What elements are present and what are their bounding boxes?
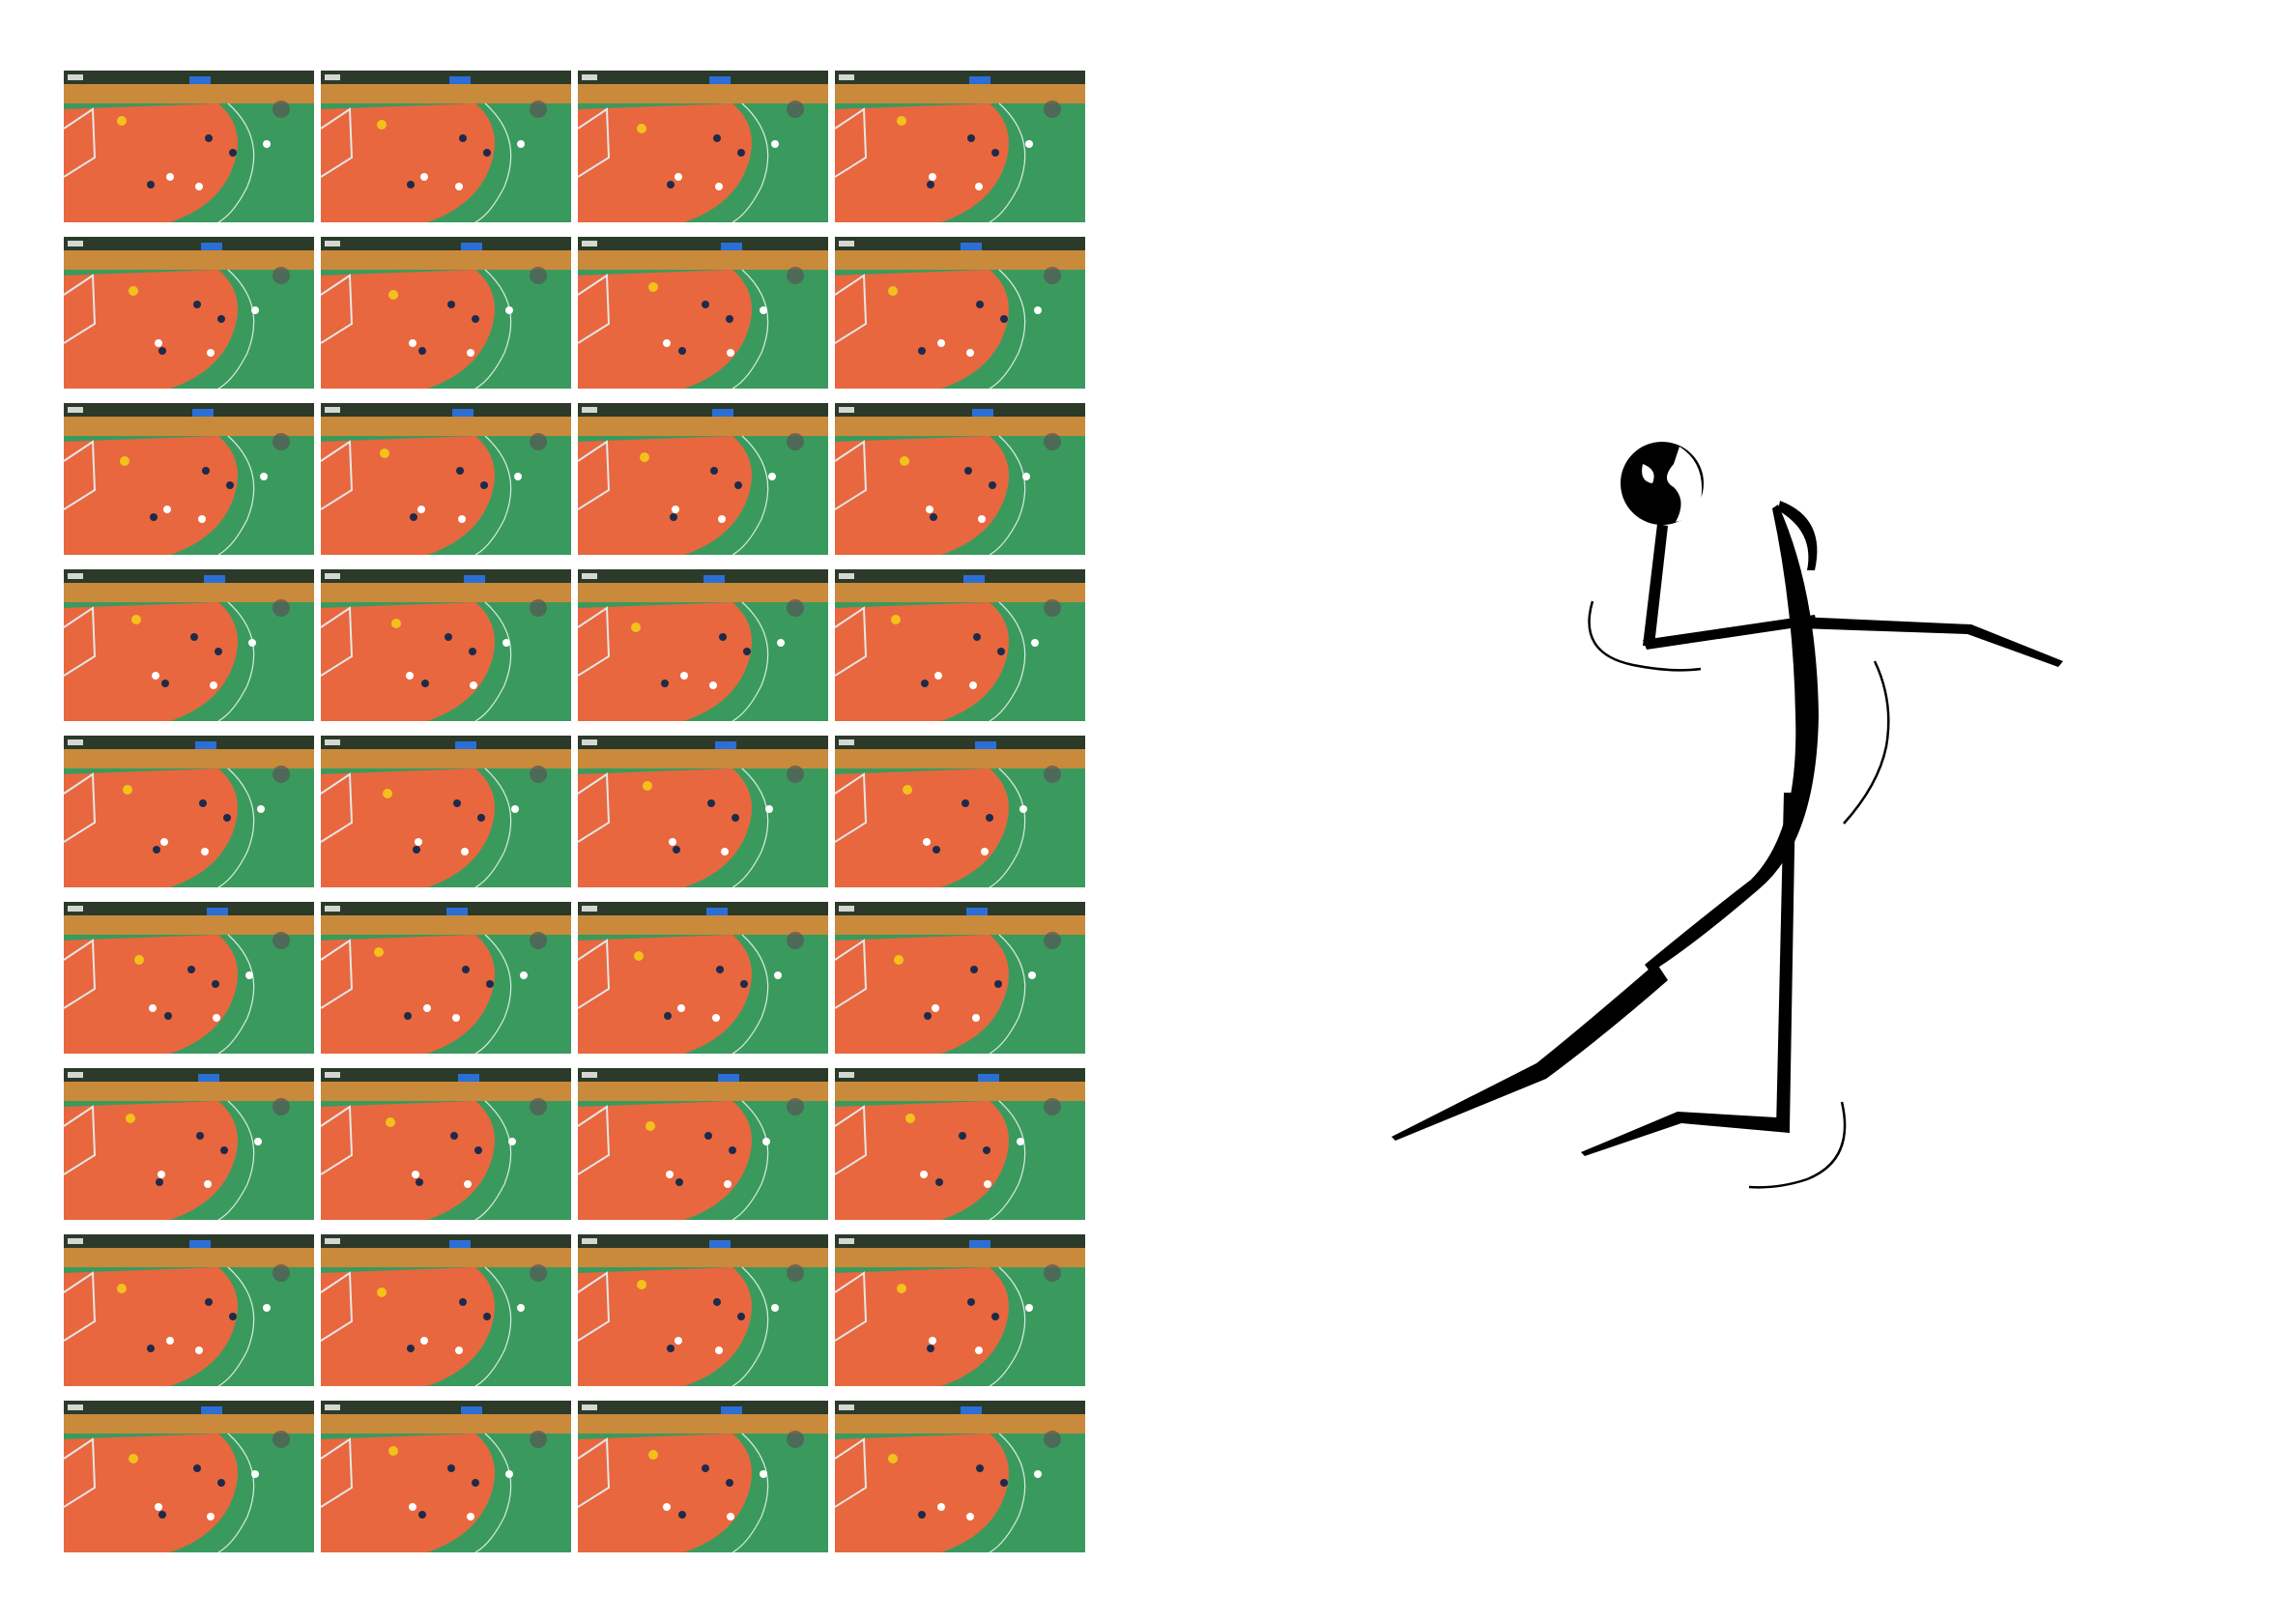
video-frame-grid — [64, 71, 1086, 1555]
video-frame — [321, 1401, 571, 1552]
video-frame — [64, 403, 314, 555]
video-frame — [835, 403, 1085, 555]
video-frame — [835, 902, 1085, 1054]
video-frame — [578, 902, 828, 1054]
video-frame — [321, 902, 571, 1054]
ball-icon — [1621, 442, 1704, 525]
video-frame — [64, 1068, 314, 1220]
video-frame — [578, 1068, 828, 1220]
video-frame — [64, 237, 314, 389]
video-frame — [578, 736, 828, 887]
handball-player-icon — [1392, 442, 2063, 1189]
video-frame — [64, 71, 314, 222]
video-frame — [835, 1234, 1085, 1386]
video-frame — [578, 1234, 828, 1386]
video-frame — [835, 736, 1085, 887]
video-frame — [321, 569, 571, 721]
video-frame — [578, 1401, 828, 1552]
video-frame — [578, 237, 828, 389]
video-frame — [321, 1234, 571, 1386]
video-frame — [321, 736, 571, 887]
video-frame — [64, 569, 314, 721]
video-frame — [578, 403, 828, 555]
video-frame — [64, 1401, 314, 1552]
video-frame — [835, 569, 1085, 721]
video-frame — [835, 1068, 1085, 1220]
video-frame — [835, 71, 1085, 222]
video-frame — [835, 237, 1085, 389]
video-frame — [321, 1068, 571, 1220]
video-frame — [321, 237, 571, 389]
video-frame — [321, 403, 571, 555]
video-frame — [578, 569, 828, 721]
video-frame — [835, 1401, 1085, 1552]
video-frame — [578, 71, 828, 222]
video-frame — [64, 902, 314, 1054]
video-frame — [321, 71, 571, 222]
video-frame — [64, 736, 314, 887]
video-frame — [64, 1234, 314, 1386]
